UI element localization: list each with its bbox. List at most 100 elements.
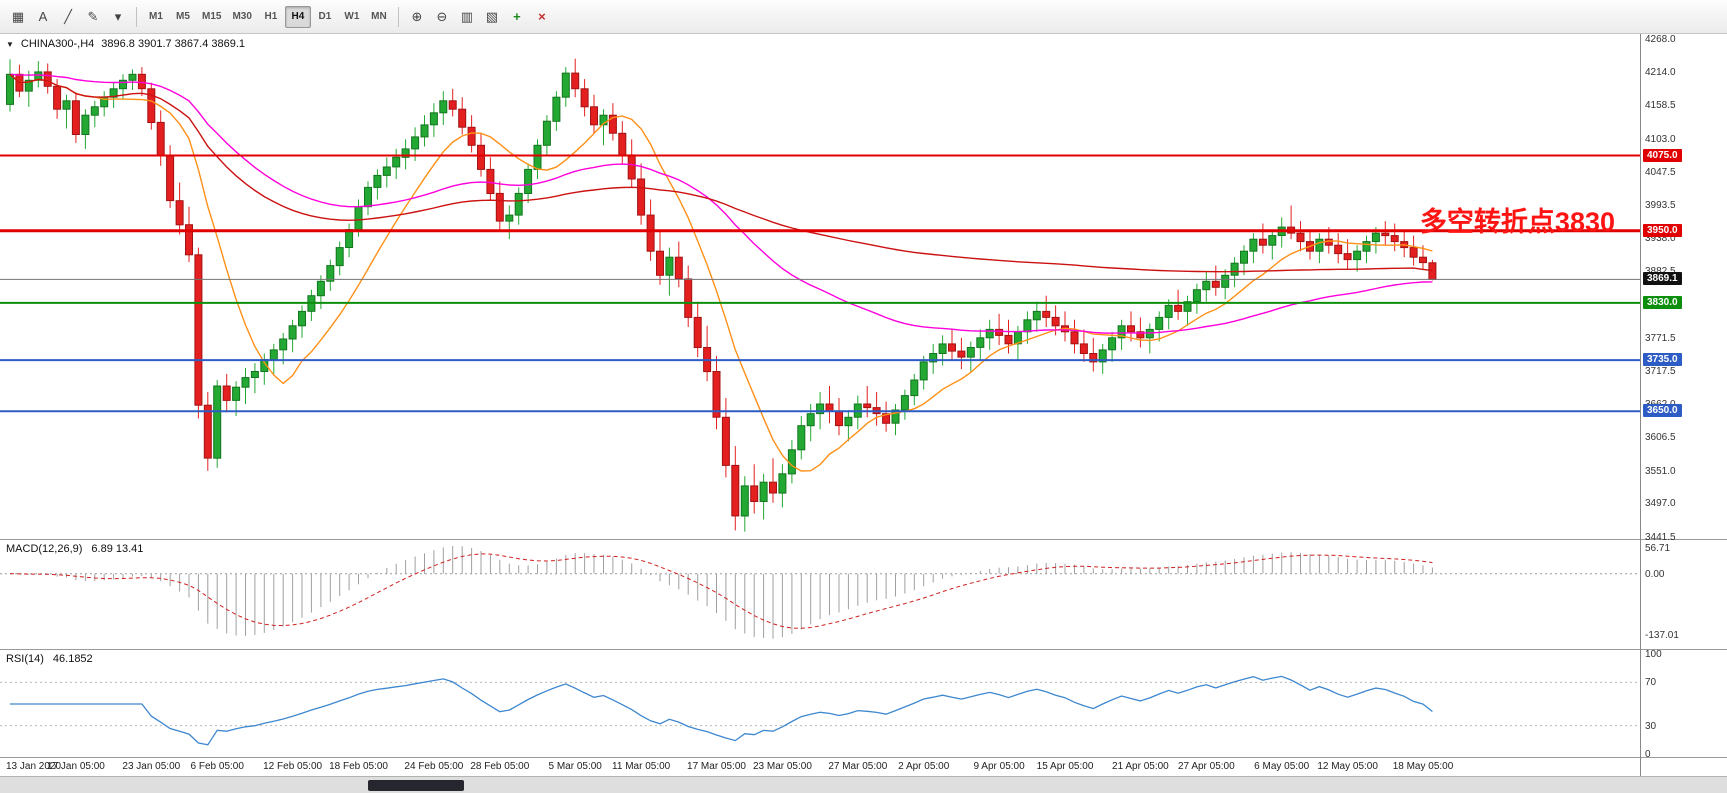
bear-candle [1127,325,1135,333]
tile-windows-icon[interactable]: ▥ [460,8,474,24]
bull-candle [81,114,90,135]
time-axis: 13 Jan 2020 17 Jan 05:00 23 Jan 05:00 6 Feb… [0,758,1640,776]
candlestick-chart[interactable] [0,34,1640,539]
price-axis-label: 3882.5 [1645,266,1676,277]
timeframe-button-d1[interactable]: D1 [318,11,332,22]
price-axis-label: 3497.0 [1645,498,1676,510]
bull-candle [665,256,674,276]
timeframe-button-h1[interactable]: H1 [264,11,278,22]
bull-candle [1362,241,1371,252]
close-chart-icon[interactable]: × [538,9,546,24]
price-axis-label: 4158.5 [1645,100,1676,112]
taskbar-item[interactable] [368,780,464,791]
bull-candle [514,192,523,216]
macd-title: MACD(12,26,9) 6.89 13.41 [6,543,143,555]
time-axis-label: 27 Apr 05:00 [1177,761,1235,772]
bear-candle [1079,343,1088,354]
bull-candle [128,73,137,81]
bull-candle [505,214,514,222]
rsi-axis-label: 100 [1645,649,1662,660]
bull-candle [213,385,222,459]
draw-tools-icon[interactable]: ✎ [87,8,99,24]
bull-candle [1155,316,1164,330]
bear-candle [1381,232,1390,237]
bull-candle [561,72,570,98]
price-badge-4075.0: 4075.0 [1643,148,1682,162]
bear-candle [646,214,655,252]
timeframe-button-m1[interactable]: M1 [149,11,163,22]
zoom-out-icon[interactable]: ⊖ [436,8,448,24]
dropdown-chevron-icon[interactable]: ▾ [114,8,122,24]
bull-candle [778,473,787,494]
bull-candle [797,425,806,451]
bull-candle [335,247,344,267]
bull-candle [844,416,853,427]
macd-axis-label: -137.01 [1645,630,1679,642]
cascade-windows-icon[interactable]: ▧ [485,8,499,24]
bull-candle [1221,274,1230,288]
rsi-line [10,675,1433,746]
bull-candle [250,371,259,378]
time-axis-label: 23 Mar 05:00 [752,761,812,772]
bear-candle [571,72,580,90]
bull-candle [24,79,33,92]
timeframe-button-w1[interactable]: W1 [344,11,360,22]
bull-candle [439,100,448,114]
bull-candle [1371,232,1380,243]
bear-candle [731,464,740,517]
bear-candle [1089,353,1098,363]
bull-candle [976,337,985,348]
bull-candle [373,174,382,188]
bear-candle [1004,334,1013,345]
timeframe-button-mn[interactable]: MN [371,11,387,22]
macd-panel[interactable]: MACD(12,26,9) 6.89 13.41 [0,540,1727,650]
bear-candle [1051,316,1060,327]
timeframe-button-m5[interactable]: M5 [176,11,190,22]
time-axis-label: 11 Mar 05:00 [612,761,671,772]
bear-candle [693,316,702,348]
zoom-in-icon[interactable]: ⊕ [411,8,423,24]
macd-chart[interactable] [0,540,1640,649]
bull-candle [1164,304,1173,318]
bull-candle [241,377,250,388]
bull-candle [1268,235,1277,246]
price-axis-label: 3551.0 [1645,465,1676,477]
bear-candle [656,250,664,276]
macd-axis-label: 56.71 [1645,543,1671,555]
time-axis-label: 13 Jan 2020 [6,761,62,772]
timeframe-button-m15[interactable]: M15 [202,11,222,22]
bull-candle [6,73,14,105]
rsi-chart[interactable] [0,650,1640,757]
bear-candle [1324,238,1333,246]
time-axis-label: 15 Apr 05:00 [1036,761,1094,772]
bear-candle [1211,280,1220,288]
macd-label: MACD(12,26,9) [6,543,83,555]
current-price-badge: 3869.1 [1643,272,1682,286]
bear-candle [590,106,598,126]
bear-candle [1419,256,1427,264]
bull-candle [891,409,900,424]
bull-candle [599,114,608,126]
rsi-panel[interactable]: RSI(14) 46.1852 [0,650,1727,758]
bear-candle [1042,310,1051,318]
bear-candle [995,328,1004,336]
bull-candle [1023,319,1032,333]
grid-icon[interactable]: ▦ [11,8,25,24]
price-axis-label: 4214.0 [1645,66,1676,78]
price-chart-panel[interactable]: ▼ CHINA300-,H4 3896.8 3901.7 3867.4 3869… [0,34,1727,540]
horizontal-lines[interactable] [0,154,1640,413]
bull-candle [364,186,372,208]
bear-candle [957,350,966,358]
timeframe-button-m30[interactable]: M30 [232,11,252,22]
price-axis-label: 4047.5 [1645,167,1676,179]
text-tool-icon[interactable]: A [38,9,48,24]
bear-candle [43,71,52,87]
bear-candle [684,278,693,318]
trendline-tool-icon[interactable]: ╱ [64,8,72,24]
timeframe-button-h4[interactable]: H4 [284,5,311,28]
time-axis-label: 12 May 05:00 [1317,761,1378,772]
new-chart-icon[interactable]: + [513,9,521,24]
candles[interactable] [6,58,1437,532]
collapse-arrow-icon[interactable]: ▼ [6,39,14,49]
